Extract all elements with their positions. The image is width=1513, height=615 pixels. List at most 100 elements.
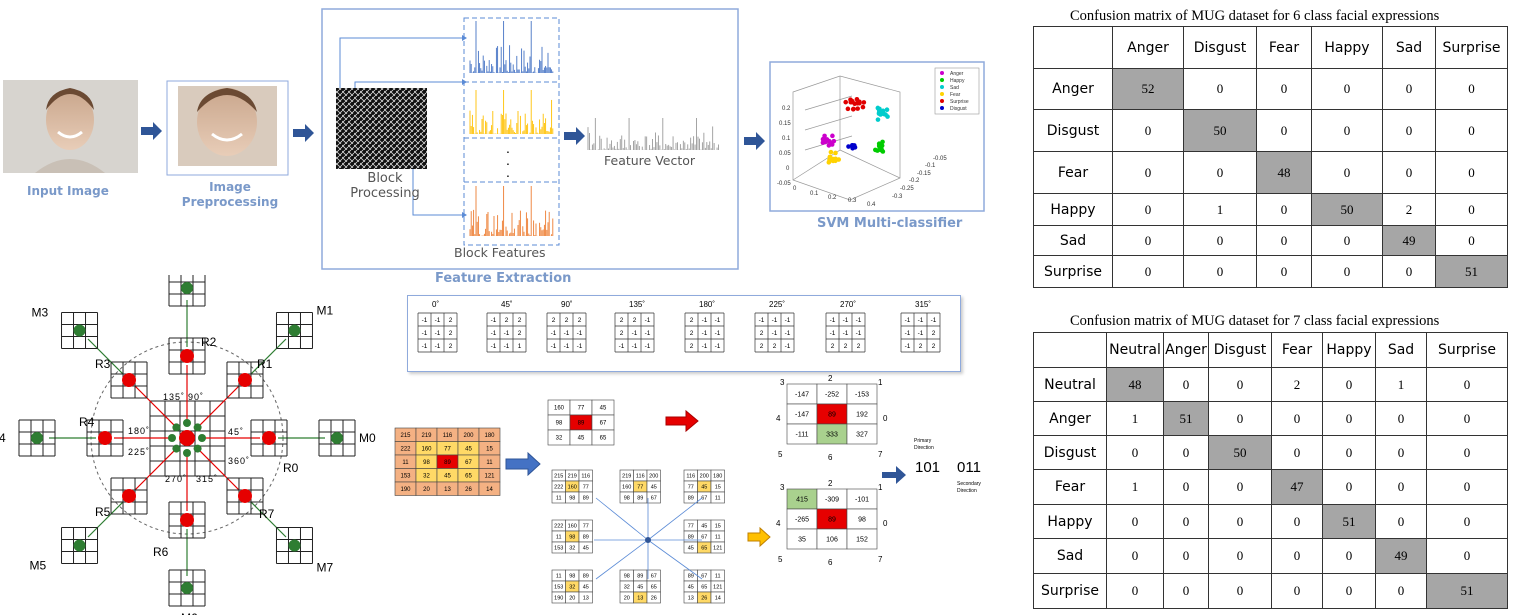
star-line — [647, 497, 703, 541]
x-tick: 0.2 — [828, 195, 837, 201]
block-processing-line1: Block — [367, 171, 403, 186]
cm7-cell: 0 — [1322, 469, 1376, 505]
cell-value: 116 — [581, 473, 590, 479]
mask-cell: 2 — [690, 343, 694, 350]
neighborhood-grid: 98 89 67 32 45 65 20 13 26 — [619, 569, 661, 604]
cell-value: 160 — [622, 484, 631, 490]
cm7-cell: 0 — [1163, 504, 1209, 539]
cm6-cell: 0 — [1435, 109, 1508, 152]
cm6-cell: 0 — [1256, 225, 1312, 256]
grid-cell — [710, 491, 725, 504]
cell-value: -147 — [795, 391, 809, 398]
r-label: R3 — [95, 357, 111, 371]
scatter-point — [880, 139, 885, 145]
block-processing-image — [336, 88, 427, 169]
cm6-row: Happy 0 1 0 50 2 0 — [1033, 193, 1508, 226]
cell-value: 11 — [402, 460, 409, 466]
green-arrow — [87, 338, 124, 375]
position-label: 3 — [780, 483, 785, 492]
position-label: 6 — [828, 453, 833, 462]
mask-cell: 2 — [518, 330, 522, 337]
cell-value: 26 — [701, 595, 707, 601]
cm7-row-label: Neutral — [1033, 367, 1107, 402]
big-5x5-grid: 215 219 116 200 180 222 160 77 45 15 11 98 89 67 11 153… — [394, 427, 501, 496]
z-tick: 0.1 — [782, 136, 791, 142]
cell-value: 13 — [688, 595, 694, 601]
cm7-corner — [1033, 332, 1107, 368]
mask-cell: 1 — [518, 343, 522, 350]
grid-cell — [478, 481, 501, 496]
mask-cell: 2 — [620, 330, 624, 337]
grid-cell — [846, 423, 878, 445]
mask-cell: -1 — [830, 317, 836, 324]
cm6-cell: 0 — [1183, 151, 1257, 194]
cm7-cell: 51 — [1426, 573, 1508, 609]
r-grid — [168, 501, 206, 539]
scatter-point — [825, 138, 830, 143]
y-tick: -0.1 — [925, 163, 936, 169]
cell-value: 11 — [556, 495, 562, 501]
cm6-cell: 0 — [1256, 193, 1312, 226]
r-label: R6 — [153, 545, 169, 559]
cm7-table: Neutral Anger Disgust Fear Happy Sad Sur… — [1033, 332, 1508, 609]
mask-cell: 2 — [690, 330, 694, 337]
grid-cell — [578, 491, 593, 504]
cell-value: 77 — [637, 484, 643, 490]
scatter-point — [843, 99, 849, 105]
cm7-cell: 0 — [1375, 504, 1427, 539]
cm7-row: Surprise 0 0 0 0 0 0 51 — [1033, 573, 1508, 609]
scatter-point — [861, 100, 867, 105]
mask-cell: -1 — [551, 343, 557, 350]
cm7-cell: 0 — [1426, 538, 1508, 574]
cell-value: -309 — [825, 496, 839, 503]
ellipsis-dots: . . . — [506, 141, 510, 179]
neighborhood-grid: 116 200 180 77 45 15 89 67 11 — [683, 469, 725, 504]
mask-cell: -1 — [577, 343, 583, 350]
cell-value: 32 — [423, 473, 430, 479]
mask-cell: 2 — [831, 343, 835, 350]
neighborhood-grid: 77 45 15 89 67 11 45 65 121 — [683, 519, 725, 554]
secondary-code: 011 — [957, 459, 981, 476]
position-label: 0 — [883, 414, 888, 423]
kirsch-masks: 0˚-1 -1 2-1 -1 2-1 -1 245˚-1 2 2-1 -1 2-1 -1 190˚2 2 2… — [417, 300, 941, 353]
cm7-cell: 0 — [1271, 401, 1323, 436]
cm6-cell: 0 — [1382, 151, 1436, 194]
position-label: 3 — [780, 378, 785, 387]
scatter-point — [826, 160, 832, 165]
cell-value: 67 — [701, 573, 707, 579]
cm7-row-label: Anger — [1033, 401, 1107, 436]
cell-value: 98 — [423, 460, 430, 466]
cm6-row-label: Happy — [1033, 193, 1113, 226]
cell-value: 45 — [444, 473, 451, 479]
cm6-cell: 0 — [1382, 109, 1436, 152]
cm7-cell: 47 — [1271, 469, 1323, 505]
cm7-row-label: Happy — [1033, 504, 1107, 539]
cm6-header: Anger — [1112, 26, 1184, 69]
neighborhood-grid: 215 219 116 222 160 77 11 98 89 — [551, 469, 593, 504]
r-label: R4 — [79, 415, 95, 429]
cell-value: 77 — [688, 484, 694, 490]
mask-angle: 225˚ — [769, 300, 785, 309]
cm7-cell: 0 — [1208, 401, 1272, 436]
center-block-grid: 160 77 45 98 89 67 32 45 65 — [547, 399, 615, 446]
cm6-row-label: Anger — [1033, 68, 1113, 110]
position-label: 6 — [828, 558, 833, 567]
cm6-title: Confusion matrix of MUG dataset for 6 cl… — [1070, 8, 1440, 24]
cell-value: 215 — [554, 473, 563, 479]
cell-value: 200 — [649, 473, 658, 479]
cell-value: 45 — [583, 545, 589, 551]
cell-value: 152 — [856, 536, 868, 543]
cm7-cell: 0 — [1271, 435, 1323, 470]
y-tick: -0.15 — [917, 171, 931, 177]
cm7-cell: 0 — [1163, 573, 1209, 609]
legend-label: Fear — [950, 92, 961, 98]
cm6-cell: 0 — [1311, 109, 1383, 152]
z-tick: 0.05 — [779, 151, 791, 157]
angle-label: 315˚ — [196, 474, 218, 484]
star-line — [595, 539, 649, 580]
mask-cell: -1 — [702, 343, 708, 350]
cell-value: 190 — [400, 487, 411, 493]
cell-value: 180 — [713, 473, 722, 479]
cell-value: 98 — [556, 421, 563, 427]
